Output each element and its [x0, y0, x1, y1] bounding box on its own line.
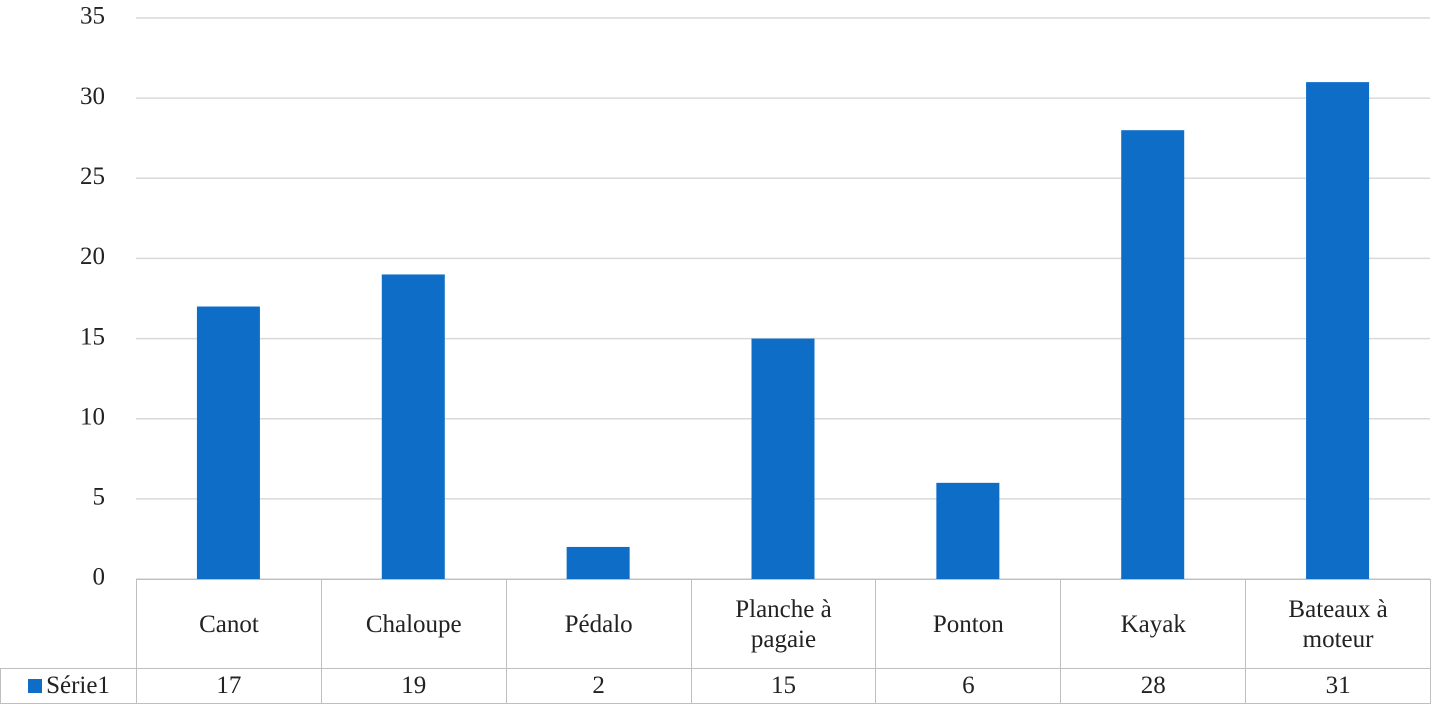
- bar: [1306, 82, 1370, 579]
- bar: [381, 274, 445, 579]
- y-tick-label: 15: [80, 323, 105, 350]
- x-tick-label: Planche à pagaie: [690, 579, 877, 669]
- legend-label: Série1: [46, 672, 110, 699]
- table-value: 31: [1245, 668, 1431, 704]
- y-tick-label: 0: [93, 564, 106, 591]
- bar: [1121, 130, 1185, 579]
- y-tick-label: 10: [80, 403, 105, 430]
- table-value: 19: [320, 668, 507, 704]
- x-tick-label: Chaloupe: [320, 579, 507, 669]
- x-tick-label: Ponton: [875, 579, 1062, 669]
- bar: [196, 306, 260, 579]
- x-tick-label: Kayak: [1060, 579, 1247, 669]
- x-tick-label: Canot: [136, 579, 322, 669]
- table-value: 6: [875, 668, 1062, 704]
- y-tick-label: 20: [80, 243, 105, 270]
- legend-entry: Série1: [0, 668, 137, 704]
- table-value: 15: [690, 668, 877, 704]
- x-tick-label: Pédalo: [505, 579, 692, 669]
- y-tick-label: 30: [80, 83, 105, 110]
- y-tick-label: 35: [80, 3, 105, 30]
- table-value: 2: [505, 668, 692, 704]
- legend-key: [28, 679, 43, 693]
- y-tick-label: 25: [80, 163, 105, 190]
- y-tick-label: 5: [93, 484, 106, 511]
- table-value: 17: [136, 668, 322, 704]
- bar: [936, 482, 1000, 579]
- table-value: 28: [1060, 668, 1247, 704]
- bar: [751, 338, 815, 579]
- bar: [566, 546, 630, 579]
- x-tick-label: Bateaux à moteur: [1245, 579, 1431, 669]
